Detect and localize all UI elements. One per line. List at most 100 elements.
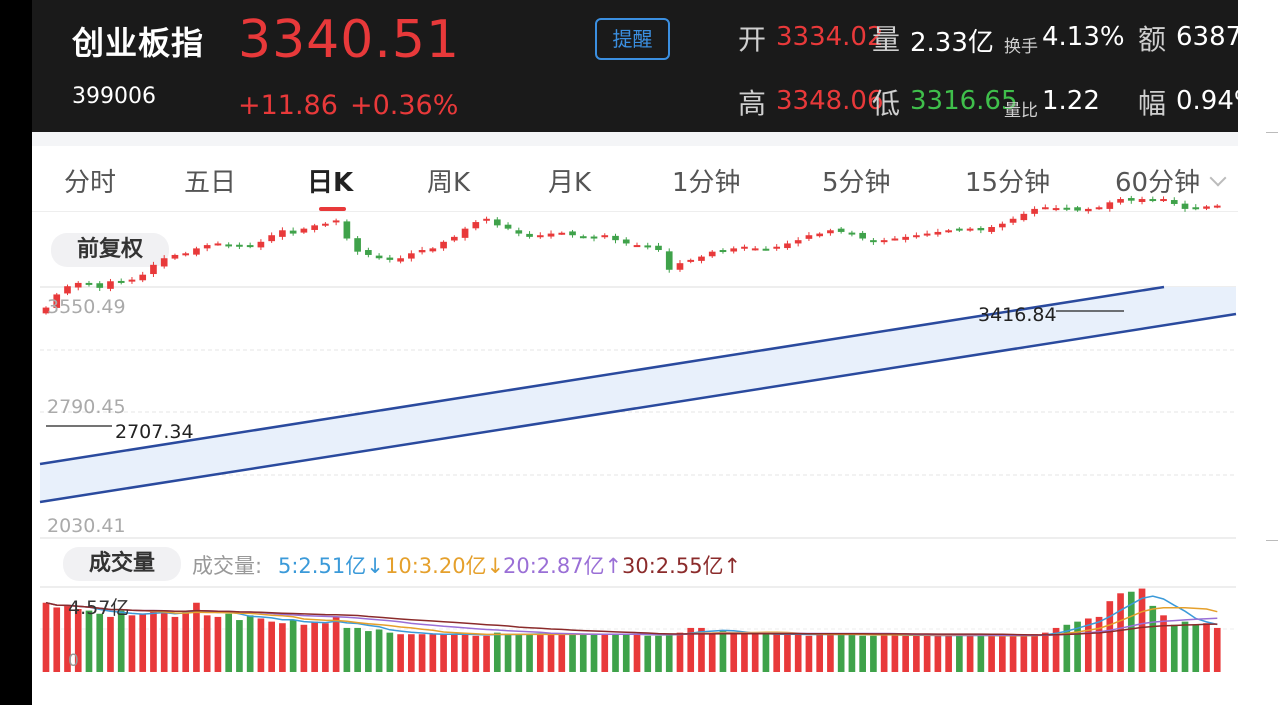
- amplitude-value: 0.94%: [1176, 86, 1238, 116]
- volume-bar: [289, 620, 297, 672]
- tab-60min[interactable]: 60分钟: [1115, 168, 1201, 198]
- candle-body: [214, 243, 222, 246]
- volume-bar: [859, 635, 866, 672]
- adjust-button[interactable]: 前复权: [51, 233, 169, 267]
- candle-body: [1095, 207, 1103, 210]
- high-label: 高: [738, 87, 767, 120]
- quote-header: 创业板指 399006 3340.51 +11.86 +0.36% 提醒 开 3…: [32, 0, 1238, 132]
- volume-bar: [773, 634, 781, 672]
- y-axis-label-mid: 2790.45: [47, 396, 126, 418]
- candle-body: [676, 263, 684, 270]
- volume-bar: [257, 618, 265, 672]
- volume-indicator-button[interactable]: 成交量: [63, 547, 181, 581]
- candle-body: [322, 223, 329, 226]
- volume-bar: [1106, 601, 1114, 672]
- volume-bar: [1052, 627, 1060, 672]
- period-tabs: 分时 五日 日K 周K 月K 1分钟 5分钟 15分钟 60分钟: [32, 146, 1238, 212]
- candle-body: [633, 245, 641, 248]
- candle-body: [1149, 199, 1157, 202]
- chart-panel: 分时 五日 日K 周K 月K 1分钟 5分钟 15分钟 60分钟 前复权 355…: [32, 132, 1238, 705]
- amount-value: 6387: [1176, 22, 1238, 52]
- candle-body: [107, 281, 114, 289]
- volume-bar: [1074, 621, 1081, 672]
- candle-body: [891, 238, 899, 241]
- volume-bar: [569, 634, 576, 672]
- current-price: 3340.51: [238, 10, 461, 70]
- volume-bar: [848, 634, 856, 672]
- tab-5min[interactable]: 5分钟: [822, 168, 891, 198]
- tab-intraday[interactable]: 分时: [64, 168, 117, 198]
- volume-bar: [547, 634, 555, 672]
- volume-bar: [225, 613, 233, 672]
- candle-body: [848, 232, 856, 235]
- volume-bar: [762, 634, 770, 672]
- candle-body: [160, 258, 168, 267]
- volume-bar: [300, 624, 308, 672]
- volume-bar: [622, 634, 630, 672]
- candle-body: [279, 230, 286, 237]
- candle-body: [236, 244, 243, 247]
- volume-bar: [880, 634, 888, 672]
- candle-body: [999, 223, 1006, 228]
- volume-bar: [493, 632, 501, 672]
- volume-bar: [64, 605, 71, 672]
- volume-bar: [322, 623, 329, 672]
- candle-body: [536, 235, 544, 238]
- candle-body: [601, 235, 609, 238]
- candle-body: [1181, 203, 1189, 209]
- volume-ma5: 5:2.51亿↓: [278, 554, 384, 578]
- volume-bar: [655, 635, 662, 672]
- tab-weekly-k[interactable]: 周K: [427, 168, 471, 198]
- volume-bar: [461, 634, 469, 672]
- y-axis-label-bottom: 2030.41: [47, 515, 126, 537]
- volume-bar: [1213, 627, 1221, 672]
- kline-chart[interactable]: 3550.49 2790.45 2030.41 4.57亿 0 2707.34 3416.8…: [32, 132, 1238, 705]
- volume-bar: [891, 634, 899, 672]
- tab-monthly-k[interactable]: 月K: [548, 168, 592, 198]
- volume-bar: [698, 627, 705, 672]
- volume-bar: [1203, 623, 1210, 672]
- candle-body: [1127, 198, 1135, 201]
- tab-daily-k[interactable]: 日K: [307, 168, 354, 198]
- active-tab-indicator: [319, 207, 346, 211]
- candle-body: [1192, 207, 1200, 210]
- candle-body: [655, 245, 662, 251]
- candle-body: [300, 228, 308, 233]
- candle-body: [1160, 199, 1167, 202]
- volume-bar: [139, 613, 147, 672]
- volume-bar: [1127, 591, 1135, 672]
- volume-bar: [1041, 632, 1049, 672]
- candle-body: [762, 248, 770, 251]
- tab-five-day[interactable]: 五日: [184, 168, 237, 198]
- volume-bar: [483, 635, 490, 672]
- candle-body: [1009, 218, 1017, 223]
- volume-bar: [1084, 618, 1092, 672]
- volume-bar: [450, 634, 458, 672]
- candle-body: [311, 225, 318, 230]
- candle-body: [493, 219, 501, 226]
- candle-body: [408, 253, 415, 259]
- volume-bar: [1170, 624, 1178, 672]
- volume-legend-label: 成交量:: [192, 554, 263, 578]
- volume-bar: [1160, 615, 1167, 672]
- candle-body: [429, 248, 437, 252]
- candle-body: [182, 253, 190, 256]
- tab-1min[interactable]: 1分钟: [672, 168, 741, 198]
- volume-bar: [794, 634, 802, 672]
- volume-bar: [214, 616, 222, 672]
- volume-bar: [268, 621, 275, 672]
- volume-bar: [687, 627, 695, 672]
- candle-body: [569, 231, 576, 236]
- volume-bar: [1031, 634, 1038, 672]
- candle-body: [805, 235, 813, 239]
- volume-bar: [236, 620, 243, 672]
- tab-15min[interactable]: 15分钟: [965, 168, 1051, 198]
- candle-body: [923, 233, 931, 236]
- volume-bar: [246, 615, 254, 672]
- volume-bar: [117, 610, 125, 672]
- candle-body: [558, 232, 566, 235]
- candle-body: [246, 245, 254, 248]
- alert-button[interactable]: 提醒: [595, 18, 670, 60]
- volume-bar: [332, 616, 340, 672]
